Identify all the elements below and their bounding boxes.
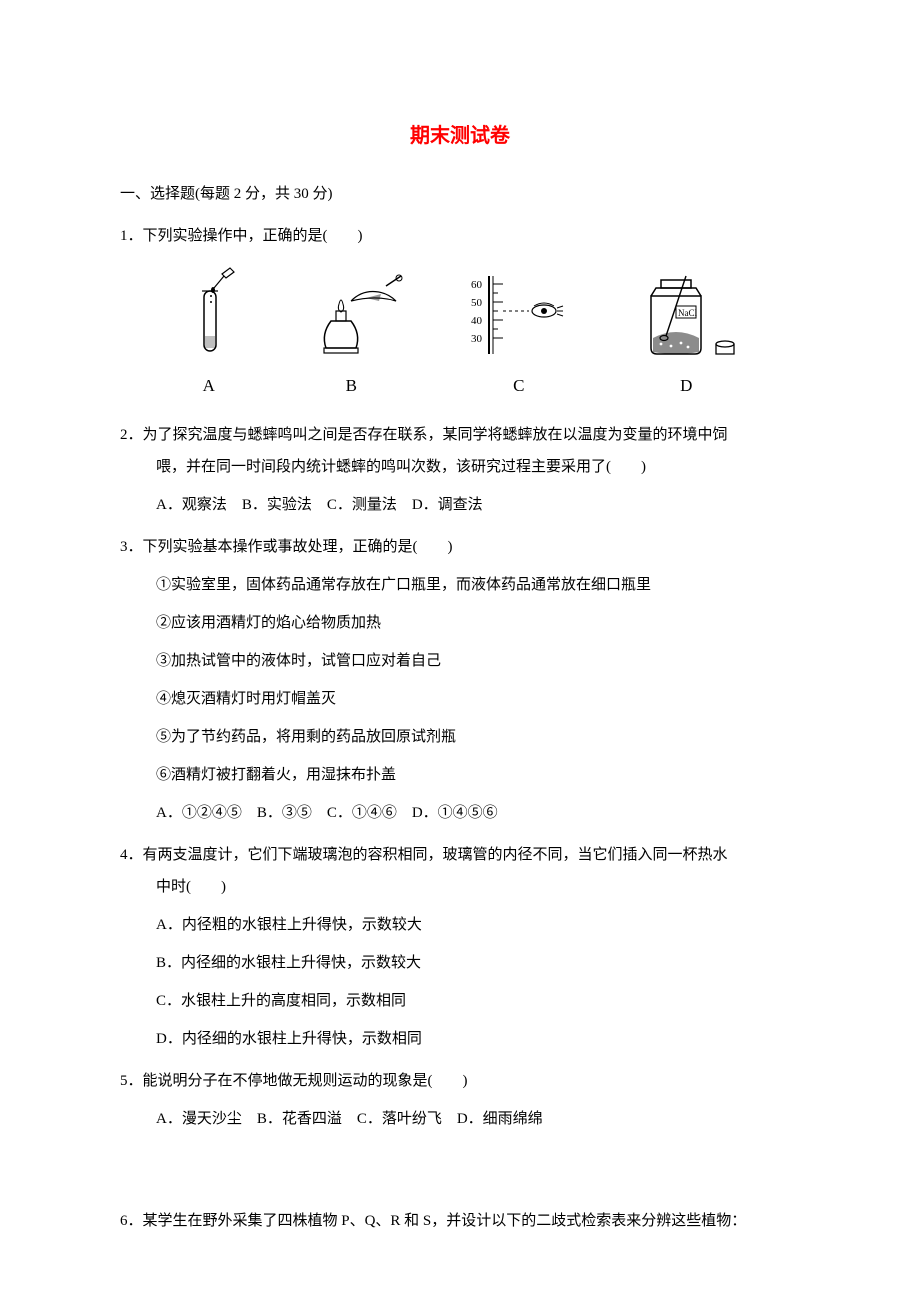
figure-c: 60 50 40 30 C: [459, 266, 579, 399]
q4-opt-d: D．内径细的水银柱上升得快，示数相同: [120, 1027, 800, 1051]
figure-d: NaCl D: [626, 266, 746, 399]
question-1: 1．下列实验操作中，正确的是( ) A: [120, 224, 800, 405]
q3-s3: ③加热试管中的液体时，试管口应对着自己: [120, 649, 800, 673]
q4-opt-c: C．水银柱上升的高度相同，示数相同: [120, 989, 800, 1013]
q5-options: A．漫天沙尘 B．花香四溢 C．落叶纷飞 D．细雨绵绵: [120, 1107, 800, 1131]
svg-text:NaCl: NaCl: [678, 308, 697, 318]
q3-s5: ⑤为了节约药品，将用剩的药品放回原试剂瓶: [120, 725, 800, 749]
question-2: 2．为了探究温度与蟋蟀鸣叫之间是否存在联系，某同学将蟋蟀放在以温度为变量的环境中…: [120, 423, 800, 517]
svg-text:30: 30: [471, 333, 483, 345]
q4-opt-b: B．内径细的水银柱上升得快，示数较大: [120, 951, 800, 975]
thermometer-reading-icon: 60 50 40 30: [459, 266, 579, 366]
q2-line1: 2．为了探究温度与蟋蟀鸣叫之间是否存在联系，某同学将蟋蟀放在以温度为变量的环境中…: [120, 423, 800, 447]
q1-figures: A B: [120, 256, 800, 405]
q2-options: A．观察法 B．实验法 C．测量法 D．调查法: [120, 493, 800, 517]
figure-d-label: D: [680, 372, 692, 399]
q6-stem: 6．某学生在野外采集了四株植物 P、Q、R 和 S，并设计以下的二歧式检索表来分…: [120, 1209, 800, 1233]
alcohol-lamp-icon: [291, 266, 411, 366]
q5-stem: 5．能说明分子在不停地做无规则运动的现象是( ): [120, 1069, 800, 1093]
figure-c-label: C: [513, 372, 524, 399]
question-3: 3．下列实验基本操作或事故处理，正确的是( ) ①实验室里，固体药品通常存放在广…: [120, 535, 800, 825]
exam-title: 期末测试卷: [120, 120, 800, 152]
section-header: 一、选择题(每题 2 分，共 30 分): [120, 182, 800, 206]
q2-line2: 喂，并在同一时间段内统计蟋蟀的鸣叫次数，该研究过程主要采用了( ): [120, 455, 800, 479]
q3-s1: ①实验室里，固体药品通常存放在广口瓶里，而液体药品通常放在细口瓶里: [120, 573, 800, 597]
svg-text:50: 50: [471, 297, 483, 309]
q3-s6: ⑥酒精灯被打翻着火，用湿抹布扑盖: [120, 763, 800, 787]
q4-line1: 4．有两支温度计，它们下端玻璃泡的容积相同，玻璃管的内径不同，当它们插入同一杯热…: [120, 843, 800, 867]
q3-s4: ④熄灭酒精灯时用灯帽盖灭: [120, 687, 800, 711]
q3-options: A．①②④⑤ B．③⑤ C．①④⑥ D．①④⑤⑥: [120, 801, 800, 825]
question-6: 6．某学生在野外采集了四株植物 P、Q、R 和 S，并设计以下的二歧式检索表来分…: [120, 1209, 800, 1233]
q4-opt-a: A．内径粗的水银柱上升得快，示数较大: [120, 913, 800, 937]
figure-b: B: [291, 266, 411, 399]
figure-a-label: A: [203, 372, 215, 399]
q3-stem: 3．下列实验基本操作或事故处理，正确的是( ): [120, 535, 800, 559]
question-4: 4．有两支温度计，它们下端玻璃泡的容积相同，玻璃管的内径不同，当它们插入同一杯热…: [120, 843, 800, 1051]
question-5: 5．能说明分子在不停地做无规则运动的现象是( ) A．漫天沙尘 B．花香四溢 C…: [120, 1069, 800, 1131]
q1-stem: 1．下列实验操作中，正确的是( ): [120, 224, 800, 248]
svg-text:60: 60: [471, 279, 483, 291]
q4-line2: 中时( ): [120, 875, 800, 899]
nacl-bottle-icon: NaCl: [626, 266, 746, 366]
figure-a: A: [174, 266, 244, 399]
test-tube-icon: [174, 266, 244, 366]
q3-s2: ②应该用酒精灯的焰心给物质加热: [120, 611, 800, 635]
svg-text:40: 40: [471, 315, 483, 327]
figure-b-label: B: [346, 372, 357, 399]
